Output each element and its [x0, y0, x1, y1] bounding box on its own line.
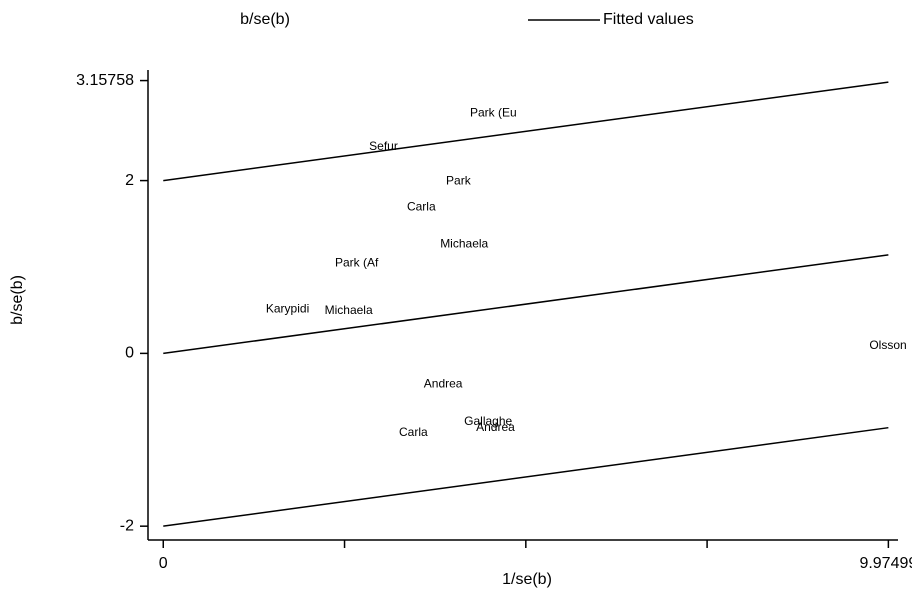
- y-axis-title: b/se(b): [9, 275, 26, 325]
- point-label: Andrea: [424, 377, 463, 391]
- y-tick-label: 2: [125, 172, 134, 189]
- point-label: Carla: [407, 200, 436, 214]
- legend-label: b/se(b): [240, 11, 290, 28]
- point-label: Park: [446, 174, 472, 188]
- x-tick-label: 0: [159, 555, 168, 572]
- legend-label: Fitted values: [603, 11, 694, 28]
- point-label: Park (Eu: [470, 105, 517, 119]
- point-label: Karypidi: [266, 301, 309, 315]
- y-tick-label: -2: [120, 517, 134, 534]
- point-label: Carla: [399, 425, 428, 439]
- point-label: Gallaghe: [464, 414, 512, 428]
- point-label: Park (Af: [335, 256, 379, 270]
- y-tick-label: 0: [125, 345, 134, 362]
- x-axis-title: 1/se(b): [502, 571, 552, 588]
- point-label: Michaela: [325, 303, 373, 317]
- point-label: Olsson: [869, 338, 906, 352]
- fitted-line: [163, 81, 889, 527]
- y-tick-label: 3.15758: [76, 72, 134, 89]
- x-tick-label: 9.97499: [859, 555, 912, 572]
- point-label: Andrea: [476, 420, 515, 434]
- point-label: Michaela: [440, 237, 488, 251]
